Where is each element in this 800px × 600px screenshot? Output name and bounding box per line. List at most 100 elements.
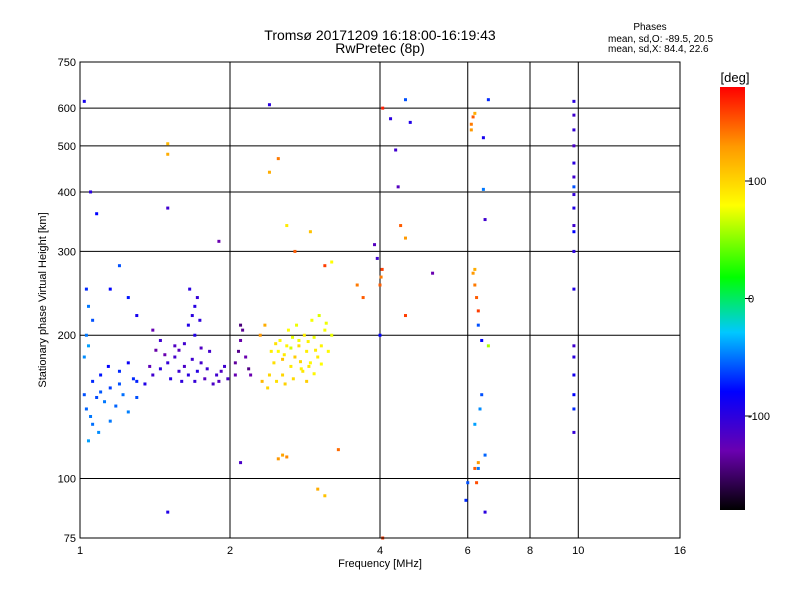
data-point: [211, 382, 215, 386]
phases-stats-x: mean, sd,X: 84.4, 22.6: [608, 44, 709, 55]
phases-title: Phases: [633, 22, 667, 33]
data-point: [190, 314, 194, 318]
data-point: [223, 364, 227, 368]
data-point: [289, 364, 293, 368]
data-point: [163, 353, 167, 357]
data-point: [572, 430, 576, 434]
data-point: [84, 333, 88, 337]
data-point: [86, 344, 90, 348]
data-point: [108, 419, 112, 423]
data-point: [464, 498, 468, 502]
data-point: [380, 267, 384, 271]
data-point: [226, 377, 230, 381]
data-point: [486, 344, 490, 348]
data-point: [476, 461, 480, 465]
data-point: [572, 224, 576, 228]
data-point: [151, 328, 155, 332]
data-point: [572, 287, 576, 291]
data-point: [473, 283, 477, 287]
data-point: [108, 386, 112, 390]
data-point: [281, 357, 285, 361]
data-point: [572, 175, 576, 179]
y-tick-label: 600: [58, 103, 76, 115]
x-tick-label: 4: [377, 545, 383, 557]
data-point: [97, 430, 101, 434]
data-point: [381, 106, 385, 110]
data-point: [476, 466, 480, 470]
data-point: [188, 287, 192, 291]
data-point: [319, 362, 323, 366]
data-point: [481, 136, 485, 140]
data-point: [283, 382, 287, 386]
data-point: [282, 353, 286, 357]
data-point: [478, 407, 482, 411]
data-point: [241, 328, 245, 332]
data-point: [285, 224, 289, 228]
data-point: [408, 120, 412, 124]
data-point: [126, 296, 130, 300]
phases-stats-o: mean, sd,O: -89.5, 20.5: [608, 34, 714, 45]
data-point: [91, 318, 95, 322]
data-point: [572, 185, 576, 189]
data-point: [289, 346, 293, 350]
data-point: [323, 494, 327, 498]
data-point: [323, 264, 327, 268]
data-point: [269, 349, 273, 353]
data-point: [278, 338, 282, 342]
data-point: [106, 364, 110, 368]
y-tick-label: 500: [58, 141, 76, 153]
data-point: [378, 283, 382, 287]
data-point: [182, 364, 186, 368]
data-point: [173, 344, 177, 348]
data-point: [169, 377, 173, 381]
data-point: [572, 249, 576, 253]
data-point: [572, 193, 576, 197]
data-point: [307, 364, 311, 368]
data-point: [483, 453, 487, 457]
colorbar: [720, 87, 745, 510]
data-point: [336, 448, 340, 452]
data-point: [330, 333, 334, 337]
data-point: [260, 379, 264, 383]
data-point: [239, 338, 243, 342]
data-point: [572, 144, 576, 148]
data-point: [293, 355, 297, 359]
data-point: [274, 342, 278, 346]
data-point: [236, 349, 240, 353]
data-point: [258, 333, 262, 337]
data-point: [198, 318, 202, 322]
data-point: [572, 113, 576, 117]
data-point: [281, 453, 285, 457]
data-point: [375, 256, 379, 260]
data-point: [135, 379, 139, 383]
data-point: [84, 287, 88, 291]
data-point: [91, 422, 95, 426]
data-point: [314, 348, 318, 352]
data-point: [326, 349, 330, 353]
data-point: [324, 321, 328, 325]
data-point: [121, 393, 125, 397]
data-point: [291, 377, 295, 381]
data-point: [285, 455, 289, 459]
x-axis-label: Frequency [MHz]: [338, 558, 422, 570]
data-point: [286, 328, 290, 332]
x-tick-label: 16: [674, 545, 686, 557]
data-point: [84, 407, 88, 411]
data-point: [217, 379, 221, 383]
data-point: [217, 239, 221, 243]
data-point: [203, 377, 207, 381]
y-tick-label: 200: [58, 330, 76, 342]
data-point: [272, 361, 276, 365]
data-point: [219, 369, 223, 373]
data-point: [572, 128, 576, 132]
data-point: [297, 344, 301, 348]
data-point: [306, 340, 310, 344]
y-tick-label: 75: [64, 533, 76, 545]
data-point: [312, 372, 316, 376]
data-point: [131, 377, 135, 381]
data-point: [317, 314, 321, 318]
data-point: [293, 249, 297, 253]
data-point: [103, 400, 107, 404]
data-point: [480, 393, 484, 397]
data-point: [199, 361, 203, 365]
